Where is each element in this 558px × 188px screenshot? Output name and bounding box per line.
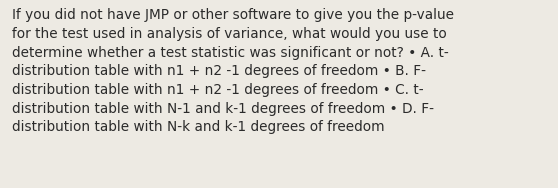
Text: If you did not have JMP or other software to give you the p-value
for the test u: If you did not have JMP or other softwar… — [12, 8, 454, 134]
